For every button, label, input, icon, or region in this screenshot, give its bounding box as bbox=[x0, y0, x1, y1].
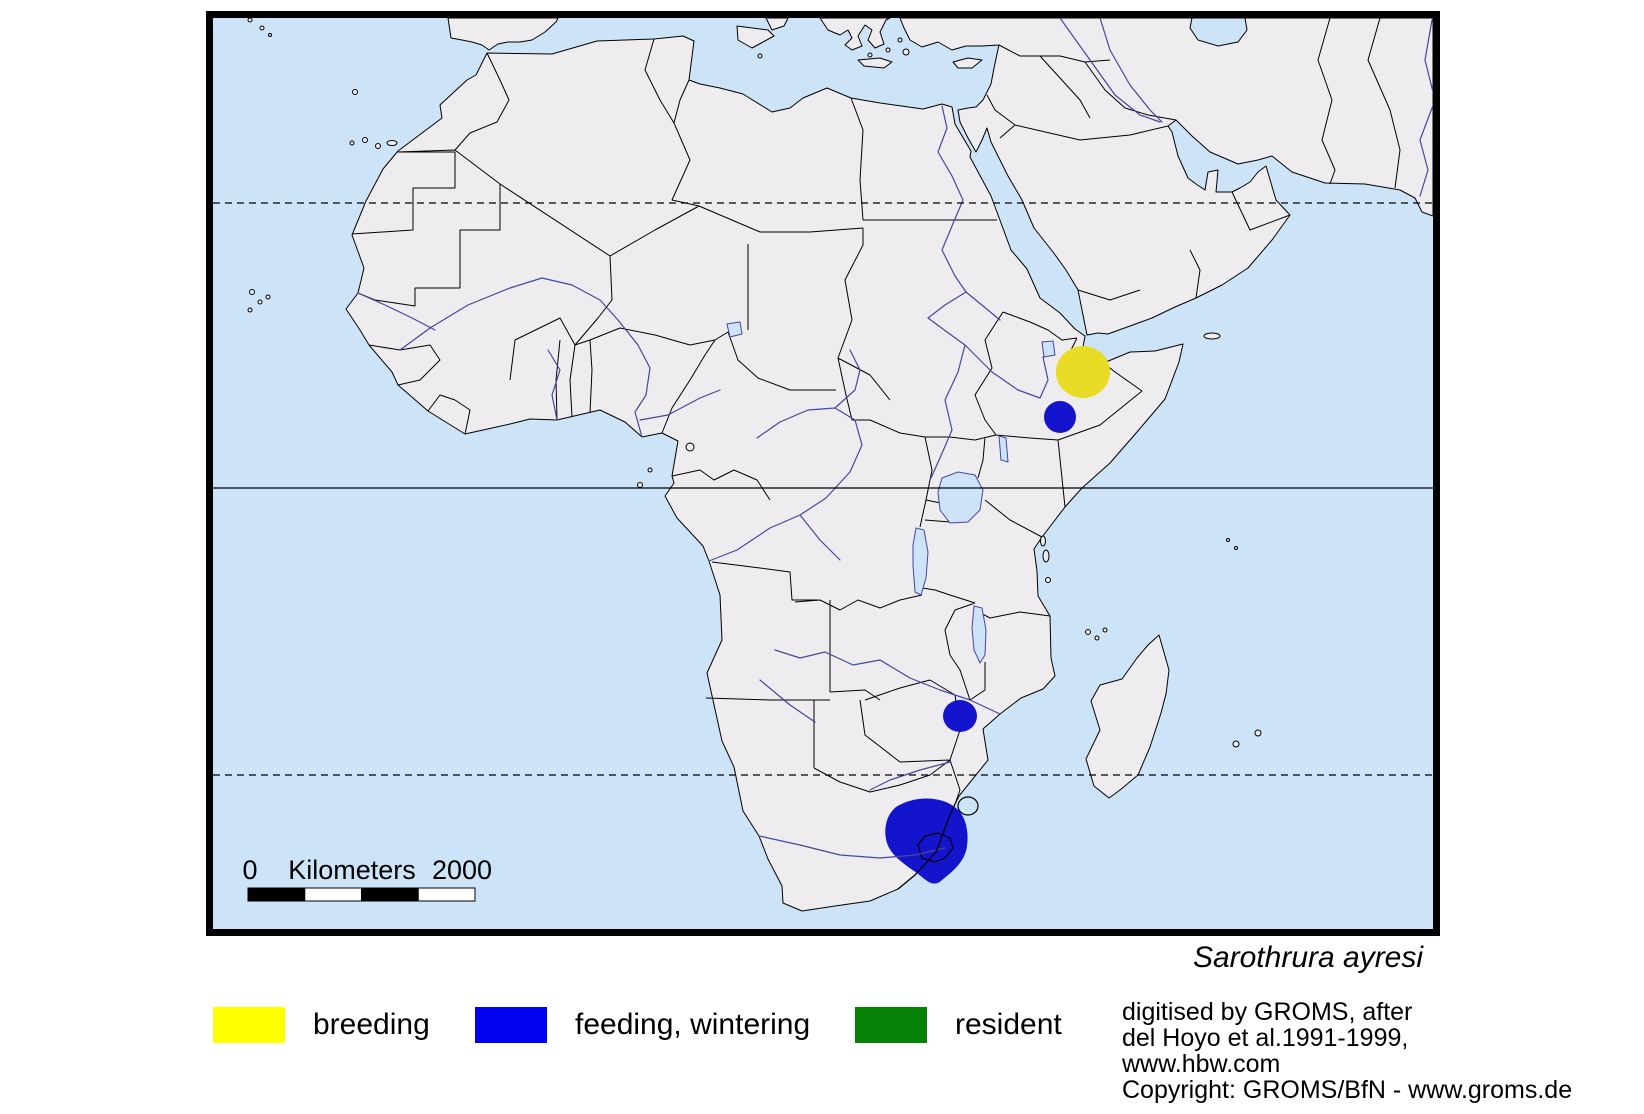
species-title: Sarothrura ayresi bbox=[1192, 941, 1424, 974]
legend-item-breeding: breeding bbox=[213, 1007, 430, 1043]
feeding-ethiopia bbox=[1044, 401, 1076, 433]
coastline-over-patch bbox=[897, 803, 956, 890]
scale-bar-segment bbox=[304, 887, 362, 902]
aegean-island bbox=[867, 52, 873, 58]
indian-ocean-islands bbox=[637, 332, 1262, 748]
lake-victoria bbox=[937, 471, 984, 524]
legend-item-resident: resident bbox=[855, 1007, 1062, 1043]
rhodes-island bbox=[902, 48, 910, 56]
map-svg: 0 Kilometers 2000 bbox=[213, 18, 1433, 929]
scale-bar: 0 Kilometers 2000 bbox=[242, 855, 492, 902]
landmasses bbox=[247, 18, 1433, 912]
lakes bbox=[726, 321, 1009, 665]
lesotho-border bbox=[917, 832, 954, 863]
rivers bbox=[357, 18, 1433, 859]
legend-label: breeding bbox=[313, 1008, 430, 1041]
scale-bar-segment bbox=[417, 887, 476, 902]
lake-turkana bbox=[998, 435, 1009, 463]
feeding-zimbabwe bbox=[943, 700, 977, 732]
madagascar-island bbox=[1085, 634, 1170, 799]
overlay-linework bbox=[879, 340, 1056, 890]
legend-label: resident bbox=[955, 1008, 1062, 1041]
legend-swatch bbox=[855, 1007, 927, 1043]
malta-island bbox=[757, 53, 763, 59]
credits-line: del Hoyo et al.1991-1999, bbox=[1122, 1024, 1409, 1052]
scale-bar-segments bbox=[247, 887, 476, 902]
distribution-layer bbox=[885, 346, 1110, 884]
scale-bar-segment bbox=[361, 887, 419, 902]
scale-start-label: 0 bbox=[242, 855, 257, 885]
sicily-island bbox=[736, 25, 775, 49]
lake-chad bbox=[726, 321, 743, 338]
credits-block: digitised by GROMS, after del Hoyo et al… bbox=[1122, 999, 1572, 1103]
orange-river-over-patch bbox=[879, 847, 946, 859]
lake-tana bbox=[1041, 340, 1056, 358]
legend-swatch bbox=[475, 1007, 547, 1043]
credits-line: digitised by GROMS, after bbox=[1122, 998, 1413, 1026]
italy-landmass bbox=[765, 18, 789, 31]
cyprus-island bbox=[952, 57, 983, 69]
swaziland-border bbox=[957, 796, 979, 816]
crete-island bbox=[857, 57, 893, 69]
lake-tanganyika bbox=[912, 527, 929, 596]
lake-malawi bbox=[971, 605, 987, 665]
credits-line: Copyright: GROMS/BfN - www.groms.de bbox=[1122, 1076, 1573, 1104]
africa-landmass bbox=[345, 35, 1184, 912]
feeding-south-africa bbox=[885, 798, 968, 884]
aegean-island bbox=[885, 47, 891, 53]
legend-swatch bbox=[213, 1007, 285, 1043]
atlantic-islands bbox=[247, 18, 398, 313]
greece-landmass bbox=[819, 18, 891, 51]
scale-unit-label: Kilometers bbox=[288, 855, 416, 885]
legend-label: feeding, wintering bbox=[575, 1008, 811, 1041]
scale-bar-segment bbox=[247, 887, 306, 902]
graticule bbox=[213, 202, 1433, 776]
breeding-ethiopia bbox=[1056, 346, 1110, 398]
map-frame: 0 Kilometers 2000 bbox=[206, 11, 1440, 936]
scale-end-label: 2000 bbox=[432, 855, 492, 885]
aegean-island bbox=[897, 37, 903, 43]
credits-line: www.hbw.com bbox=[1122, 1050, 1281, 1078]
caspian-sea bbox=[1189, 18, 1248, 47]
iberia-landmass bbox=[447, 18, 559, 51]
legend-item-feeding-wintering: feeding, wintering bbox=[475, 1007, 810, 1043]
